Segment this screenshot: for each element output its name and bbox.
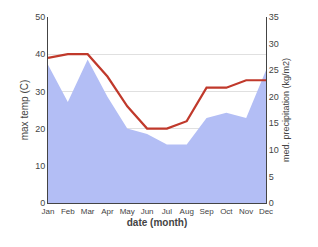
- svg-text:Apr: Apr: [101, 207, 114, 216]
- svg-text:10: 10: [269, 145, 279, 155]
- svg-text:15: 15: [269, 118, 279, 128]
- svg-text:0: 0: [269, 198, 274, 208]
- svg-text:Aug: Aug: [180, 207, 194, 216]
- svg-text:Mar: Mar: [81, 207, 95, 216]
- svg-text:0: 0: [40, 198, 45, 208]
- svg-text:30: 30: [269, 39, 279, 49]
- svg-text:med. precipitation (kg/m2): med. precipitation (kg/m2): [281, 58, 291, 162]
- svg-text:30: 30: [35, 87, 45, 97]
- svg-text:May: May: [120, 207, 135, 216]
- svg-text:50: 50: [35, 12, 45, 22]
- svg-text:35: 35: [269, 12, 279, 22]
- svg-text:Oct: Oct: [220, 207, 233, 216]
- svg-text:Sep: Sep: [199, 207, 214, 216]
- svg-text:Jan: Jan: [42, 207, 55, 216]
- svg-text:20: 20: [269, 92, 279, 102]
- svg-text:5: 5: [269, 172, 274, 182]
- svg-text:Nov: Nov: [239, 207, 253, 216]
- svg-text:max temp (C): max temp (C): [19, 80, 30, 141]
- svg-text:10: 10: [35, 161, 45, 171]
- svg-text:40: 40: [35, 49, 45, 59]
- svg-text:Jun: Jun: [141, 207, 154, 216]
- svg-text:Feb: Feb: [61, 207, 75, 216]
- svg-text:date (month): date (month): [127, 217, 188, 228]
- svg-text:Jul: Jul: [162, 207, 172, 216]
- svg-text:20: 20: [35, 124, 45, 134]
- svg-text:Dec: Dec: [259, 207, 273, 216]
- svg-text:25: 25: [269, 65, 279, 75]
